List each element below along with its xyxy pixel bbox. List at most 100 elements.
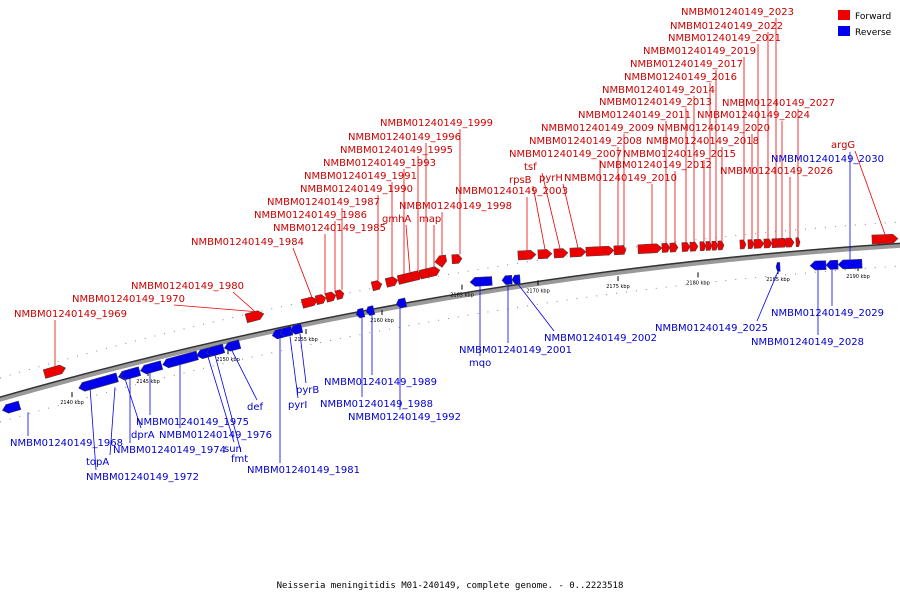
gene-label: NMBM01240149_2020 [657,123,770,134]
gene-layer [2,233,899,414]
gene-label: map [419,214,441,225]
gene-label: rpsB [509,175,532,186]
gene-label: NMBM01240149_1987 [267,197,380,208]
gene-label: tsf [524,162,537,173]
gene-label: pyrH [539,173,563,184]
gene-arrow [140,360,164,375]
leader-line [541,172,561,249]
gene-arrow [537,249,553,260]
gene-arrow [2,400,22,414]
gene-arrow [637,243,663,254]
gene-label: NMBM01240149_1992 [348,412,461,423]
gene-arrow [451,254,463,265]
gene-arrow [511,274,521,285]
leader-line [232,291,256,312]
gene-arrow [469,276,493,287]
gene-arrow [501,275,513,285]
gene-arrow [517,249,537,261]
gene-label: NMBM01240149_2017 [630,59,743,70]
gene-arrow [747,239,755,249]
gene-label: NMBM01240149_2019 [643,46,756,57]
gene-label: NMBM01240149_1999 [380,118,493,129]
gene-label: NMBM01240149_1995 [340,145,453,156]
gene-arrow [370,280,383,292]
gene-label: sun [224,444,242,455]
gene-arrow [837,259,863,270]
genome-caption: Neisseria meningitidis M01-240149, compl… [277,581,624,591]
leader-line [854,150,886,235]
gene-arrow [223,339,242,352]
tick-label: 2150 kbp [216,357,240,363]
gene-label: NMBM01240149_1975 [136,417,249,428]
gene-arrow [300,296,319,309]
gene-label: topA [86,457,109,468]
gene-label: NMBM01240149_2009 [541,123,654,134]
gene-arrow [42,364,66,379]
gene-label: NMBM01240149_2010 [564,173,677,184]
gene-label: NMBM01240149_1990 [300,184,413,195]
gene-label: NMBM01240149_2007 [509,149,622,160]
gene-label: NMBM01240149_1984 [191,237,304,248]
gene-arrow [661,243,671,253]
gene-label: NMBM01240149_2025 [655,323,768,334]
tick-label: 2145 kbp [136,379,160,385]
leader-line [207,356,235,443]
gene-arrow [434,254,447,268]
gene-arrow [324,291,337,303]
gene-label: argG [831,140,855,151]
label-layer: NMBM01240149_1968 NMBM01240149_1969 NMBM01… [10,7,884,483]
gene-label: NMBM01240149_2011 [578,110,691,121]
gene-arrow [763,238,773,249]
gene-arrow [795,237,801,248]
gene-label: NMBM01240149_1996 [348,132,461,143]
gene-label: NMBM01240149_2012 [599,160,712,171]
gene-label: NMBM01240149_2014 [602,85,715,96]
legend: Forward Reverse [838,10,892,38]
gene-label: NMBM01240149_1989 [324,377,437,388]
legend-forward-swatch [838,10,850,20]
legend-forward-label: Forward [855,12,891,22]
gene-label: NMBM01240149_2030 [771,154,884,165]
leader-line [292,247,313,298]
gene-label: mqo [469,358,491,369]
gene-arrow [585,245,615,257]
gene-label: NMBM01240149_2008 [529,136,642,147]
gene-arrow [355,307,366,319]
gene-label: NMBM01240149_2013 [599,97,712,108]
tick-label: 2160 kbp [370,318,394,324]
leader-layer [27,18,886,471]
gene-arrow [314,294,327,306]
gene-label: NMBM01240149_2002 [544,333,657,344]
gene-label: NMBM01240149_2026 [720,166,833,177]
gene-arrow [569,247,587,258]
leader-line [124,378,142,429]
gene-label: NMBM01240149_1976 [159,430,272,441]
leader-line [173,304,256,313]
gene-arrow [785,237,795,248]
gene-label: dprA [131,430,155,441]
gene-label: NMBM01240149_2016 [624,72,737,83]
gene-label: pyrB [296,385,319,396]
tick-label: 2155 kbp [294,337,318,343]
gene-label: NMBM01240149_2021 [668,33,781,44]
leader-line [289,336,299,399]
leader-line [231,350,258,401]
gene-label: NMBM01240149_1968 [10,438,123,449]
gene-arrow [809,260,827,271]
gene-arrow [553,248,569,259]
gene-label: pyrI [288,400,307,411]
legend-reverse-label: Reverse [855,28,892,38]
gene-arrow [699,241,707,252]
gene-arrow [739,239,747,250]
gene-label: NMBM01240149_2018 [646,136,759,147]
leader-line [89,387,97,471]
gene-label: NMBM01240149_1974 [113,445,226,456]
gene-arrow [705,241,713,251]
backbone [0,221,900,423]
gene-arrow [244,310,265,324]
gene-arrow [871,233,899,245]
tick-label: 2180 kbp [686,280,710,286]
tick-label: 2185 kbp [766,277,790,283]
leader-line [562,183,579,248]
